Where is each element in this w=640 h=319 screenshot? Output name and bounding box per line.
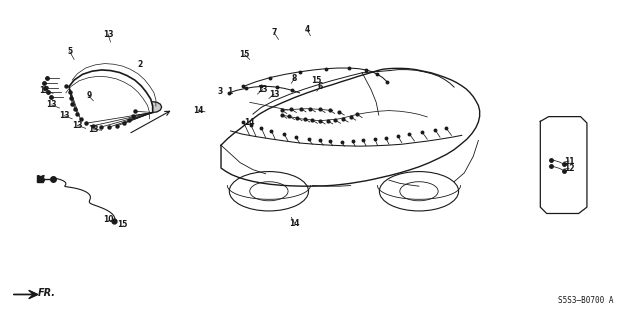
- Text: 14: 14: [244, 117, 255, 127]
- Text: 15: 15: [311, 76, 321, 85]
- Text: 13: 13: [72, 121, 83, 130]
- Text: 6: 6: [317, 82, 323, 91]
- Text: 2: 2: [138, 60, 143, 69]
- Text: 7: 7: [271, 28, 276, 37]
- Text: 3: 3: [218, 87, 223, 96]
- Text: 8: 8: [292, 74, 297, 83]
- Text: 10: 10: [103, 215, 113, 224]
- Text: 13: 13: [47, 100, 57, 109]
- Text: 13: 13: [88, 124, 99, 134]
- Text: 13: 13: [60, 111, 70, 120]
- Polygon shape: [13, 290, 38, 299]
- Text: FR.: FR.: [38, 288, 56, 298]
- Text: 13: 13: [39, 86, 49, 95]
- Text: 5: 5: [67, 47, 72, 56]
- Text: 15: 15: [117, 220, 127, 229]
- Polygon shape: [153, 102, 162, 113]
- Text: 11: 11: [564, 157, 574, 166]
- Text: 13: 13: [257, 85, 268, 94]
- Text: 13: 13: [269, 90, 279, 99]
- Text: 13: 13: [103, 30, 113, 39]
- Text: 1: 1: [227, 87, 232, 96]
- Text: S5S3–B0700 A: S5S3–B0700 A: [558, 296, 614, 305]
- Text: 4: 4: [305, 26, 310, 34]
- Text: 14: 14: [193, 106, 204, 115]
- Text: 15: 15: [239, 50, 250, 59]
- Text: 14: 14: [289, 219, 300, 227]
- Text: 9: 9: [86, 92, 92, 100]
- Text: 16: 16: [35, 175, 45, 184]
- Text: 12: 12: [564, 164, 574, 173]
